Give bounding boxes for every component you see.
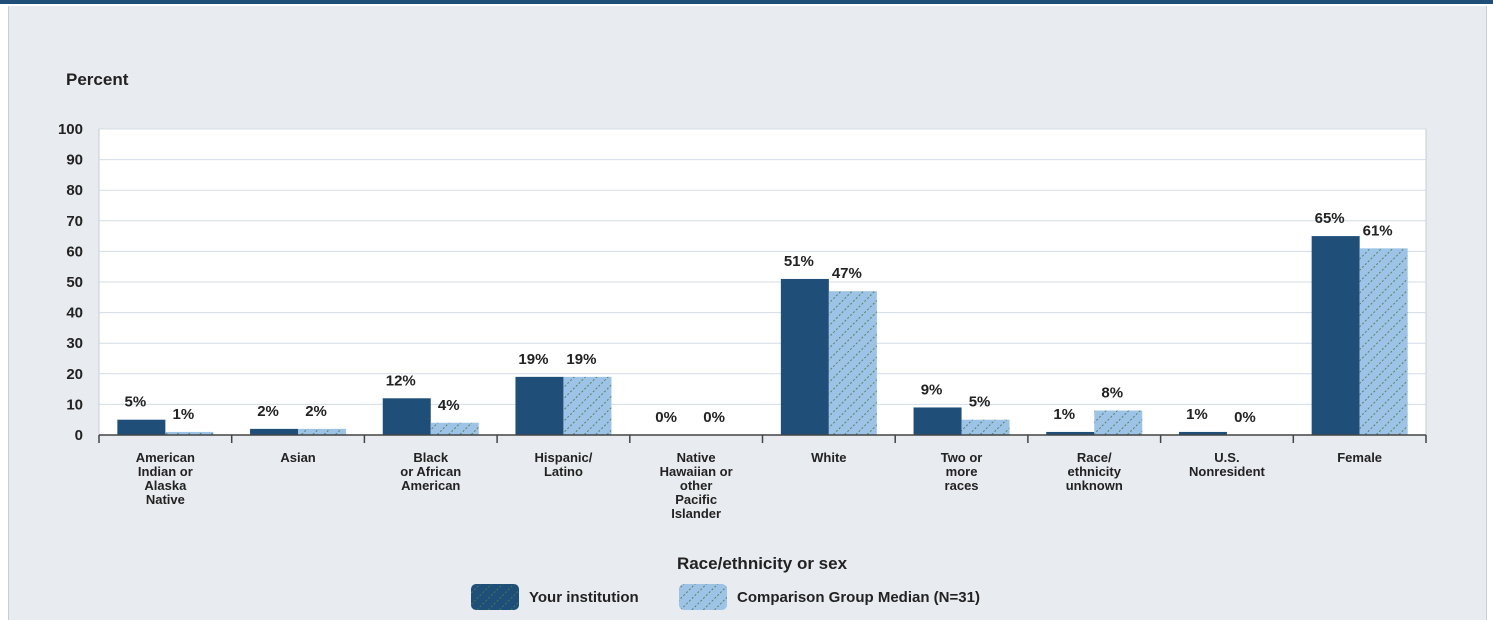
bar-comparison xyxy=(828,291,877,435)
bar-your-institution xyxy=(117,419,166,435)
y-tick-label: 90 xyxy=(66,152,83,169)
category-label: Two or more races xyxy=(941,450,983,493)
top-rule xyxy=(0,0,1493,4)
category-label: Asian xyxy=(280,450,315,465)
y-tick-label: 70 xyxy=(66,213,83,230)
bar-your-institution xyxy=(1178,431,1227,435)
category-label: Race/ethnicity unknown xyxy=(1066,450,1123,493)
y-tick-labels: 0 10 20 30 40 50 60 70 80 90 100 xyxy=(58,121,83,444)
value-label-your-institution: 9% xyxy=(921,381,943,398)
bar-comparison xyxy=(1359,248,1408,435)
y-tick-label: 60 xyxy=(66,243,83,260)
bar-your-institution xyxy=(515,376,564,435)
legend-label-your-institution: Your institution xyxy=(529,589,639,606)
x-axis-title: Race/ethnicity or sex xyxy=(677,554,848,573)
y-tick-label: 80 xyxy=(66,182,83,199)
value-label-comparison: 4% xyxy=(438,397,460,414)
y-tick-label: 100 xyxy=(58,121,83,138)
legend-swatch-your-institution xyxy=(471,584,519,610)
bar-comparison xyxy=(298,428,347,435)
value-label-comparison: 1% xyxy=(173,406,195,423)
bar-comparison xyxy=(165,431,214,435)
y-tick-label: 20 xyxy=(66,366,83,383)
y-tick-label: 40 xyxy=(66,305,83,322)
value-labels: 5% 1% 2% 2% 12% 4% 19% 19% 0% 0% 51% 47% 9% 5% 1% 8% 1% 0… xyxy=(125,210,1393,426)
value-label-comparison: 8% xyxy=(1101,385,1123,402)
value-label-your-institution: 5% xyxy=(125,394,147,411)
value-label-your-institution: 65% xyxy=(1315,210,1345,227)
value-label-your-institution: 1% xyxy=(1186,406,1208,423)
category-label: Black or African American xyxy=(400,450,461,493)
bar-comparison xyxy=(430,422,479,435)
category-label: U.S. Nonresident xyxy=(1189,450,1266,479)
bar-your-institution xyxy=(1046,431,1095,435)
category-label: White xyxy=(811,450,846,465)
bar-comparison xyxy=(1094,410,1143,435)
legend-swatch-comparison xyxy=(679,584,727,610)
category-labels: American Indian or Alaska Native Asian Black o… xyxy=(136,450,1382,521)
bar-your-institution xyxy=(1311,236,1360,435)
value-label-your-institution: 1% xyxy=(1053,406,1075,423)
y-tick-label: 30 xyxy=(66,335,83,352)
value-label-your-institution: 2% xyxy=(257,403,279,420)
bars xyxy=(117,236,1408,435)
bar-your-institution xyxy=(250,428,299,435)
legend-label-comparison: Comparison Group Median (N=31) xyxy=(737,589,980,606)
bar-comparison xyxy=(961,419,1010,435)
value-label-your-institution: 0% xyxy=(655,409,677,426)
y-tick-label: 10 xyxy=(66,396,83,413)
value-label-comparison: 2% xyxy=(305,403,327,420)
bar-your-institution xyxy=(913,407,962,435)
category-label: Native Hawaiian or other Pacific Islander xyxy=(660,450,733,521)
bar-your-institution xyxy=(780,278,829,435)
value-label-comparison: 0% xyxy=(1234,409,1256,426)
value-label-comparison: 61% xyxy=(1363,222,1393,239)
category-label: Hispanic/Latino xyxy=(535,450,593,479)
value-label-comparison: 19% xyxy=(566,351,596,368)
y-tick-label: 50 xyxy=(66,274,83,291)
legend: Your institution Comparison Group Median… xyxy=(471,584,980,610)
value-label-your-institution: 19% xyxy=(518,351,548,368)
bar-your-institution xyxy=(382,398,431,435)
bar-comparison xyxy=(563,376,612,435)
category-label: American Indian or Alaska Native xyxy=(136,450,195,507)
value-label-comparison: 5% xyxy=(969,394,991,411)
category-label: Female xyxy=(1337,450,1382,465)
y-axis-title: Percent xyxy=(66,70,129,89)
value-label-your-institution: 12% xyxy=(386,372,416,389)
value-label-your-institution: 51% xyxy=(784,253,814,270)
x-axis xyxy=(98,434,1427,443)
value-label-comparison: 47% xyxy=(832,265,862,282)
y-tick-label: 0 xyxy=(75,427,83,444)
value-label-comparison: 0% xyxy=(703,409,725,426)
gridlines xyxy=(98,128,1427,436)
